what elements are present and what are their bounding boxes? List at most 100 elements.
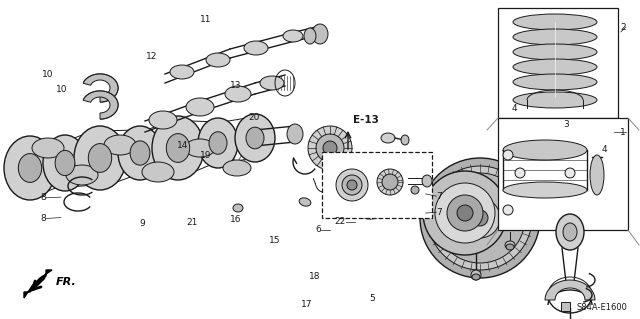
Ellipse shape (233, 204, 243, 212)
Text: 7: 7 (436, 208, 442, 217)
Ellipse shape (590, 155, 604, 195)
Text: 3: 3 (563, 120, 569, 129)
Text: 11: 11 (200, 15, 212, 24)
Ellipse shape (149, 111, 177, 129)
Ellipse shape (420, 158, 540, 278)
Text: 8: 8 (40, 214, 46, 223)
Ellipse shape (43, 135, 87, 191)
Ellipse shape (362, 185, 378, 201)
Ellipse shape (260, 76, 284, 90)
Bar (498, 8, 618, 118)
Ellipse shape (55, 150, 75, 175)
Ellipse shape (185, 139, 215, 157)
Ellipse shape (246, 127, 264, 149)
Ellipse shape (513, 59, 597, 75)
Ellipse shape (312, 24, 328, 44)
Ellipse shape (513, 14, 597, 30)
Text: 1: 1 (620, 128, 626, 137)
Text: 10: 10 (56, 85, 67, 94)
Ellipse shape (304, 28, 316, 44)
Ellipse shape (503, 205, 513, 215)
Ellipse shape (347, 180, 357, 190)
Ellipse shape (503, 150, 513, 160)
Ellipse shape (74, 126, 126, 190)
Ellipse shape (235, 114, 275, 162)
Text: S84A-E1600: S84A-E1600 (577, 303, 627, 312)
Text: 10: 10 (42, 70, 53, 79)
Text: 16: 16 (230, 215, 241, 224)
Ellipse shape (225, 86, 251, 102)
Ellipse shape (428, 166, 532, 270)
Bar (498, 118, 628, 230)
Text: 18: 18 (309, 272, 321, 281)
Ellipse shape (316, 134, 344, 162)
Ellipse shape (513, 92, 597, 108)
Ellipse shape (209, 132, 227, 154)
Ellipse shape (186, 98, 214, 116)
Polygon shape (83, 91, 118, 119)
Ellipse shape (381, 133, 395, 143)
Polygon shape (24, 270, 52, 298)
Text: 5: 5 (370, 294, 375, 303)
Text: 8: 8 (40, 193, 46, 202)
Ellipse shape (401, 135, 409, 145)
Ellipse shape (565, 168, 575, 178)
Ellipse shape (308, 126, 352, 170)
Ellipse shape (513, 74, 597, 90)
Ellipse shape (19, 154, 42, 182)
Text: 22: 22 (334, 217, 346, 226)
Ellipse shape (422, 175, 432, 187)
Ellipse shape (503, 140, 587, 160)
Text: 12: 12 (146, 52, 157, 61)
Ellipse shape (460, 198, 500, 238)
Ellipse shape (323, 141, 337, 155)
Ellipse shape (411, 186, 419, 194)
Ellipse shape (142, 162, 174, 182)
Ellipse shape (244, 41, 268, 55)
Text: 13: 13 (230, 81, 242, 90)
Ellipse shape (513, 44, 597, 60)
Text: 17: 17 (301, 300, 313, 309)
Ellipse shape (471, 270, 481, 280)
Text: 9: 9 (140, 219, 145, 228)
Ellipse shape (287, 124, 303, 144)
Ellipse shape (223, 160, 251, 176)
Ellipse shape (166, 134, 189, 162)
Ellipse shape (435, 173, 525, 263)
Ellipse shape (104, 135, 136, 155)
Ellipse shape (505, 241, 515, 249)
Text: FR.: FR. (56, 277, 77, 287)
Ellipse shape (170, 65, 194, 79)
Ellipse shape (130, 141, 150, 165)
Ellipse shape (198, 118, 238, 168)
Ellipse shape (377, 169, 403, 195)
Ellipse shape (88, 144, 112, 172)
Ellipse shape (423, 171, 507, 255)
Ellipse shape (299, 198, 311, 206)
Ellipse shape (342, 175, 362, 195)
Text: 20: 20 (248, 113, 260, 122)
Ellipse shape (352, 175, 388, 211)
Ellipse shape (283, 30, 303, 42)
Text: 2: 2 (620, 23, 626, 32)
Text: 4: 4 (602, 145, 607, 154)
Polygon shape (545, 280, 595, 300)
Ellipse shape (435, 183, 495, 243)
Ellipse shape (447, 195, 483, 231)
Ellipse shape (4, 136, 56, 200)
Ellipse shape (515, 168, 525, 178)
Ellipse shape (66, 165, 98, 185)
Ellipse shape (382, 174, 398, 190)
Ellipse shape (336, 169, 368, 201)
Bar (561, 302, 570, 311)
Ellipse shape (344, 167, 396, 219)
Ellipse shape (118, 126, 162, 180)
Text: 15: 15 (269, 236, 281, 245)
Text: E-13: E-13 (353, 115, 379, 125)
Text: 14: 14 (177, 141, 189, 150)
Ellipse shape (472, 274, 480, 280)
Text: 4: 4 (511, 104, 517, 113)
Ellipse shape (472, 210, 488, 226)
Polygon shape (83, 74, 118, 102)
Ellipse shape (556, 214, 584, 250)
